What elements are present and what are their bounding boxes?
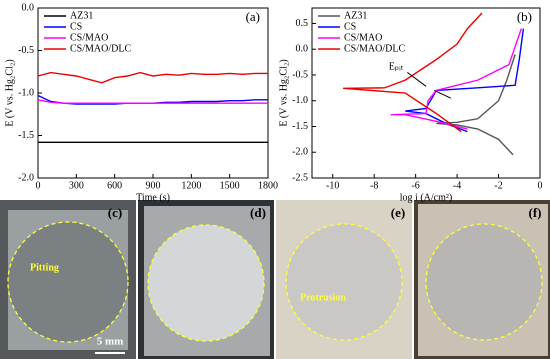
x-tick-label: 0 [538, 180, 543, 191]
y-tick-label: -1.0 [18, 87, 34, 98]
legend-label: AZ31 [344, 10, 367, 21]
x-tick-label: -8 [370, 180, 378, 191]
y-tick-label: -1.0 [292, 95, 308, 106]
y-tick-label: 0.0 [22, 2, 35, 13]
legend-label: CS/MAO [344, 32, 382, 43]
series-line [390, 28, 523, 130]
annotation-arrow [407, 71, 427, 87]
panel-label: (a) [246, 9, 260, 24]
y-tick-label: 0.5 [296, 18, 309, 29]
annotation: Protrusion [300, 292, 346, 303]
legend-label: CS [70, 21, 82, 32]
x-axis-label: log i (A/cm²) [400, 192, 452, 203]
series-line [405, 28, 525, 133]
x-tick-label: -4 [453, 180, 461, 191]
legend-label: CS [344, 21, 356, 32]
y-tick-label: 0.0 [296, 44, 309, 55]
x-tick-label: -2 [494, 180, 502, 191]
series-line [37, 99, 268, 104]
photo-c: (c) Pitting 5 mm [0, 200, 136, 359]
y-tick-label: -0.5 [292, 69, 308, 80]
series-line [343, 12, 483, 133]
photo-label: (c) [108, 205, 122, 220]
y-tick-label: -2.0 [18, 172, 34, 183]
scale-label: 5 mm [97, 336, 124, 348]
legend-label: CS/MAO/DLC [344, 43, 405, 54]
panel-label: (b) [517, 9, 532, 24]
plot-frame [311, 7, 541, 179]
circle [147, 224, 265, 342]
series-line [37, 71, 268, 84]
x-tick-label: -6 [411, 180, 419, 191]
photo-label: (d) [250, 205, 266, 220]
x-tick-label: 1200 [181, 180, 201, 191]
y-tick-label: -2.0 [292, 147, 308, 158]
legend-label: CS/MAO/DLC [70, 43, 131, 54]
y-axis-label: E (V vs. Hg₂Cl₂) [4, 59, 15, 126]
x-tick-label: 600 [107, 180, 122, 191]
circle [425, 223, 543, 341]
photo-d: (d) [138, 200, 274, 359]
circle [7, 221, 129, 343]
x-axis-label: Time (s) [136, 192, 170, 203]
y-axis-label: E (V vs. Hg₂Cl₂) [278, 59, 289, 126]
annotation-arrow [434, 89, 452, 99]
photo-e: (e) Protrusion [276, 200, 412, 359]
annotation: Eₚᵢₜ [389, 62, 404, 73]
annotation: Pitting [30, 262, 59, 273]
y-tick-label: -0.5 [18, 45, 34, 56]
y-tick-label: -1.5 [18, 130, 34, 141]
y-tick-label: -1.5 [292, 121, 308, 132]
x-tick-label: 900 [146, 180, 161, 191]
x-tick-label: 300 [69, 180, 84, 191]
y-tick-label: -2.5 [292, 172, 308, 183]
legend-label: CS/MAO [70, 32, 108, 43]
photo-label: (e) [391, 205, 405, 220]
photo-label: (f) [529, 205, 542, 220]
legend-label: AZ31 [70, 10, 93, 21]
x-tick-label: 1800 [258, 180, 278, 191]
circle [285, 223, 403, 341]
series-line [436, 54, 516, 156]
x-tick-label: 0 [36, 180, 41, 191]
x-tick-label: -10 [326, 180, 339, 191]
photo-f: (f) [414, 200, 550, 359]
x-tick-label: 1500 [220, 180, 240, 191]
